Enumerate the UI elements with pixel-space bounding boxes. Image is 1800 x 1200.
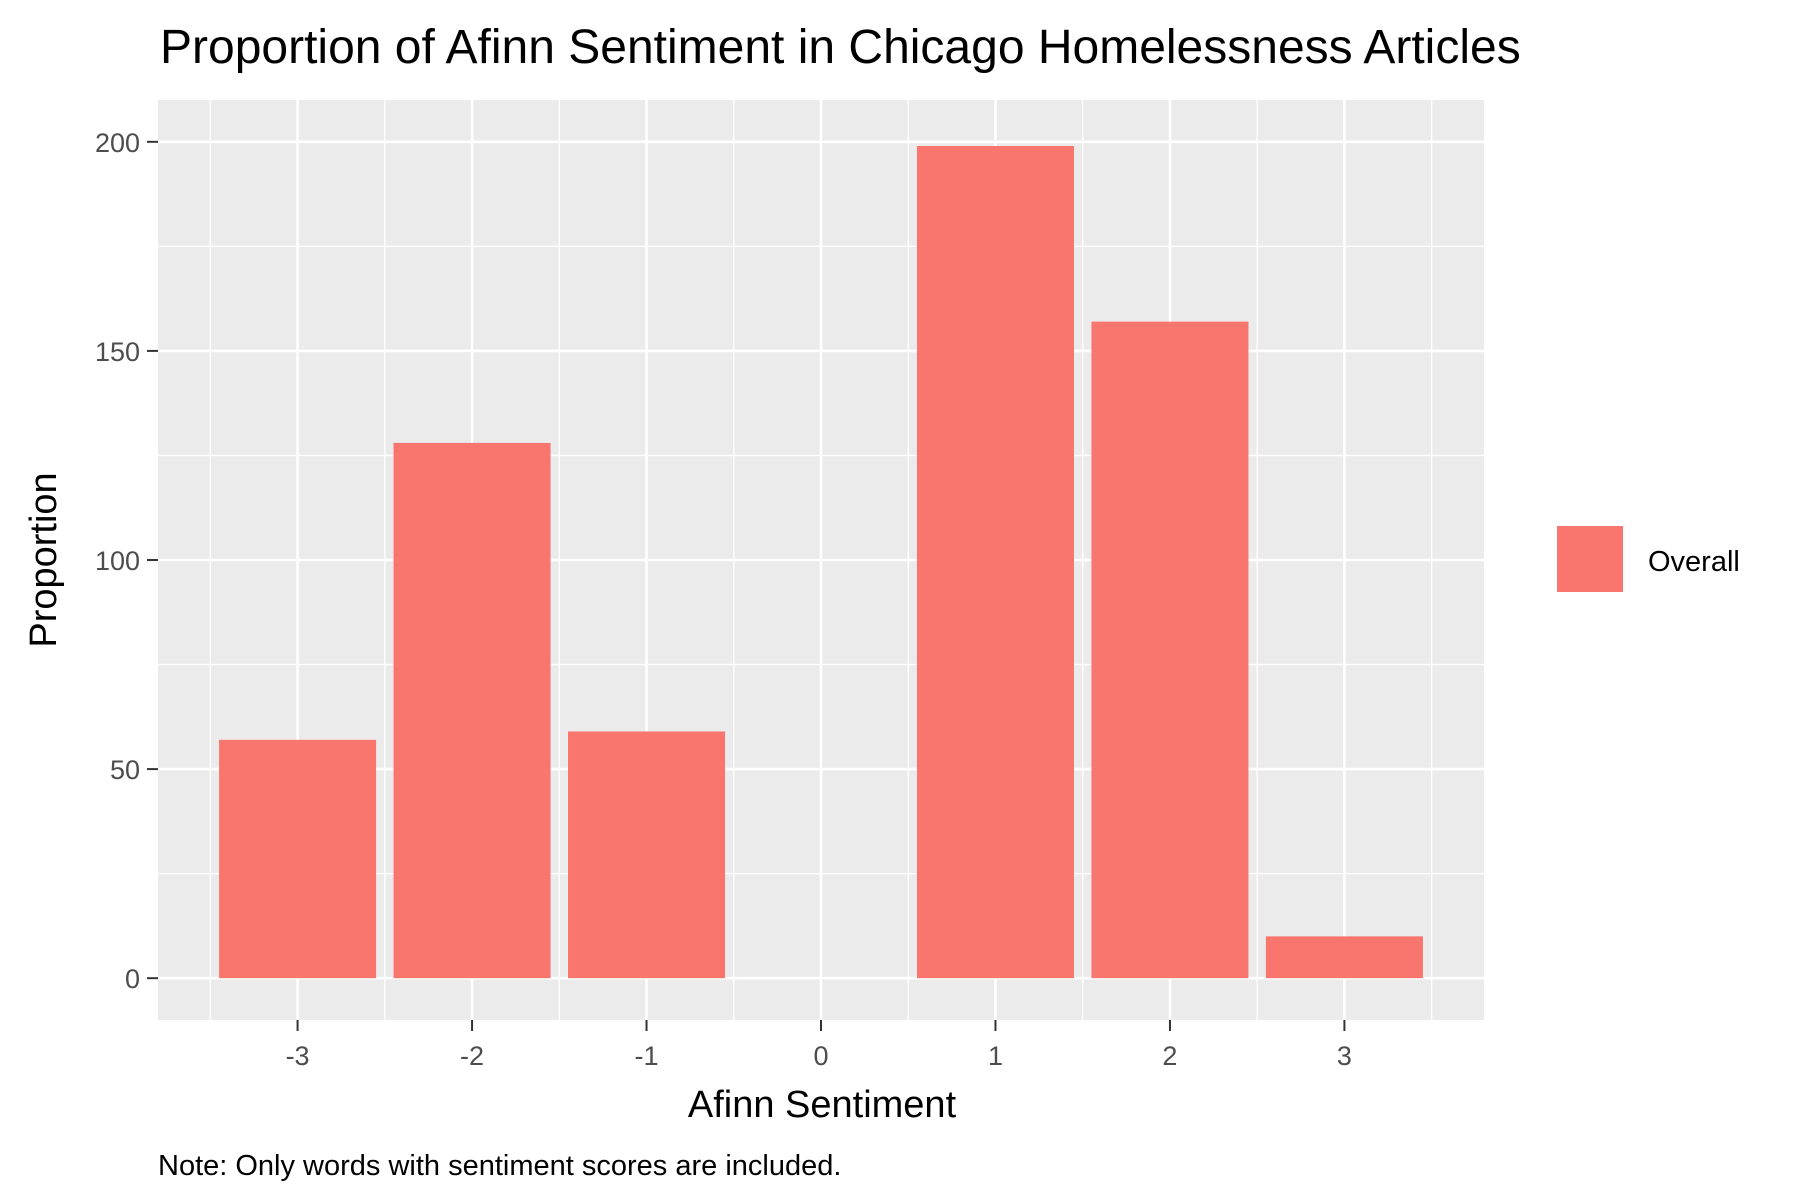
legend: Overall (1555, 524, 1740, 594)
x-tick-label: 2 (1162, 1041, 1177, 1071)
x-tick-label: -1 (635, 1041, 659, 1071)
y-tick-label: 0 (125, 964, 140, 994)
bar (393, 442, 551, 979)
bar (1091, 321, 1249, 979)
legend-label-overall: Overall (1648, 546, 1740, 578)
x-axis: -3 -2 -1 0 1 2 3 (286, 1020, 1352, 1071)
chart-title: Proportion of Afinn Sentiment in Chicago… (160, 21, 1521, 74)
bars (219, 146, 1423, 979)
plot-panel (158, 100, 1484, 1020)
y-tick-label: 200 (95, 128, 140, 158)
x-tick-label: 3 (1337, 1041, 1352, 1071)
legend-key-overall (1555, 524, 1625, 594)
x-tick-label: 1 (988, 1041, 1003, 1071)
y-axis-title: Proportion (23, 472, 65, 647)
x-tick-label: -2 (460, 1041, 484, 1071)
bar (916, 146, 1074, 979)
x-tick-label: -3 (286, 1041, 310, 1071)
y-tick-label: 100 (95, 546, 140, 576)
x-tick-label: 0 (813, 1041, 828, 1071)
y-tick-label: 150 (95, 337, 140, 367)
chart-caption: Note: Only words with sentiment scores a… (158, 1150, 841, 1182)
y-axis: 0 50 100 150 200 (95, 128, 158, 994)
x-axis-title: Afinn Sentiment (688, 1084, 957, 1126)
bar (568, 731, 726, 979)
bar (219, 739, 377, 979)
bar (1265, 936, 1423, 979)
y-tick-label: 50 (110, 755, 140, 785)
